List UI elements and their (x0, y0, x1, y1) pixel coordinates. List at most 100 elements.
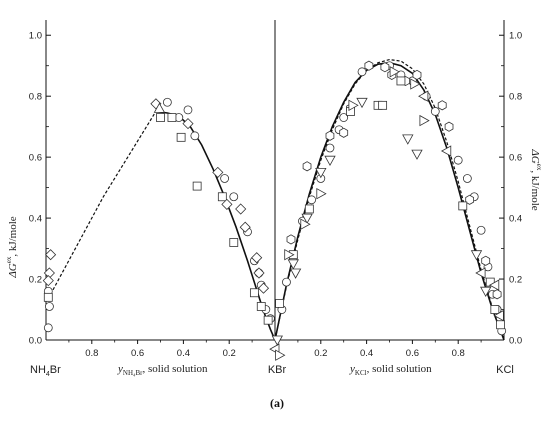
y-tick-label-right: 0.0 (509, 336, 522, 347)
y-tick-label-left: 0.0 (29, 336, 42, 347)
right-marker-hexagon (339, 127, 349, 138)
right-marker-triangle-right (275, 349, 286, 361)
right-marker-triangle-down (411, 149, 423, 160)
y-tick-label-right: 0.2 (509, 275, 522, 286)
y-tick-label-right: 0.6 (509, 153, 522, 164)
left-x-tick-label: 0.2 (223, 348, 236, 359)
y-axis-label-left: ΔGex, kJ/mole (5, 216, 19, 278)
left-marker-circle (190, 131, 200, 141)
right-marker-circle (430, 107, 440, 116)
right-marker-triangle-down (324, 155, 336, 167)
right-marker-triangle-down (301, 213, 313, 224)
y-tick-label-right: 0.8 (509, 92, 522, 103)
right-marker-triangle-right (316, 188, 327, 200)
y-tick-label-left: 0.2 (29, 275, 42, 286)
right-marker-hexagon (465, 194, 475, 205)
left-panel: 0.8 0.6 0.4 0.2 (42, 97, 280, 359)
y-tick-label-left: 0.6 (29, 153, 42, 164)
left-marker-square (43, 292, 53, 302)
left-x-tick-label: 0.6 (131, 348, 144, 359)
left-marker-circle (229, 192, 239, 202)
right-marker-hexagon (444, 121, 454, 132)
right-marker-circle (453, 155, 463, 165)
y-tick-label-left: 1.0 (29, 31, 42, 42)
right-marker-hexagon (412, 69, 422, 80)
component-label-nh4br: NH4Br (30, 364, 61, 378)
y-axis-label-right: ΔGex, kJ/mole (529, 148, 543, 210)
left-marker-square (167, 113, 177, 122)
left-marker-diamond (221, 198, 233, 210)
left-marker-circle (45, 302, 54, 311)
right-x-tick-label: 0.4 (360, 348, 373, 359)
right-marker-square (275, 299, 284, 308)
right-marker-triangle-left (440, 145, 452, 157)
y-tick-label-right: 0.4 (509, 214, 522, 225)
right-marker-hexagon (302, 161, 312, 172)
right-marker-triangle-right (389, 66, 400, 78)
left-marker-square (263, 315, 273, 325)
left-marker-circle (220, 174, 230, 183)
right-marker-hexagon (492, 289, 502, 300)
component-label-kcl: KCl (496, 364, 514, 376)
left-marker-diamond (239, 221, 251, 233)
right-marker-square (496, 320, 505, 330)
right-marker-circle (357, 67, 367, 77)
left-marker-square (176, 132, 186, 142)
left-marker-square (249, 288, 259, 298)
right-marker-square (485, 277, 495, 287)
x-axis-label-left: yNH₄Br, solid solution (117, 363, 208, 377)
right-marker-triangle-left (418, 90, 429, 102)
left-marker-square (192, 181, 202, 191)
right-x-tick-label: 0.6 (406, 348, 419, 359)
right-marker-triangle-right (410, 78, 421, 90)
left-marker-square (256, 302, 266, 311)
right-marker-circle (476, 225, 486, 235)
right-marker-triangle-down (402, 134, 414, 145)
right-marker-circle (325, 143, 335, 153)
right-marker-triangle-down (287, 259, 299, 270)
panel-label: (a) (270, 396, 284, 410)
right-marker-triangle-down (470, 250, 483, 261)
right-marker-triangle-right (348, 99, 359, 111)
left-marker-diamond (182, 118, 194, 130)
right-marker-triangle-left (475, 267, 486, 279)
right-marker-triangle-left (488, 279, 500, 291)
left-marker-diamond (212, 166, 224, 178)
plot-frame: 0.0 0.0 0.2 0.2 0.4 0.4 0.6 0.6 0.8 0.8 1.0 1.0 (29, 20, 522, 347)
left-marker-diamond (251, 252, 263, 264)
y-tick-label-left: 0.4 (29, 214, 42, 225)
right-marker-square (396, 76, 406, 86)
left-marker-square (217, 192, 227, 202)
right-marker-hexagon (481, 255, 491, 266)
right-marker-triangle-right (300, 218, 311, 230)
left-marker-diamond (42, 275, 54, 287)
left-marker-diamond (253, 267, 265, 279)
right-marker-triangle-right (284, 249, 295, 261)
left-marker-circle (183, 105, 193, 115)
right-dashed-curve (274, 58, 505, 341)
right-x-tick-label: 0.2 (314, 348, 327, 359)
y-tick-label-left: 0.8 (29, 92, 42, 103)
left-x-tick-label: 0.8 (85, 348, 98, 359)
labels: ΔGex, kJ/mole ΔGex, kJ/mole yNH₄Br, soli… (5, 148, 543, 410)
left-marker-circle (43, 323, 53, 333)
right-marker-hexagon (380, 62, 390, 73)
left-dashed-curve (50, 111, 157, 295)
right-marker-hexagon (286, 234, 296, 245)
right-marker-hexagon (364, 60, 374, 71)
right-marker-hexagon (437, 100, 447, 111)
right-marker-triangle-down (356, 97, 368, 109)
component-label-kbr: KBr (268, 364, 287, 376)
x-axis-label-right: yKCl, solid solution (349, 363, 432, 377)
right-marker-triangle-down (289, 268, 302, 279)
right-marker-square (458, 201, 468, 211)
right-marker-circle (282, 277, 291, 287)
right-marker-hexagon (325, 130, 335, 141)
left-marker-diamond (45, 249, 57, 261)
right-marker-triangle-down (271, 335, 283, 346)
right-marker-circle (307, 195, 317, 205)
left-marker-diamond (257, 282, 270, 294)
right-marker-triangle-down (480, 286, 492, 298)
